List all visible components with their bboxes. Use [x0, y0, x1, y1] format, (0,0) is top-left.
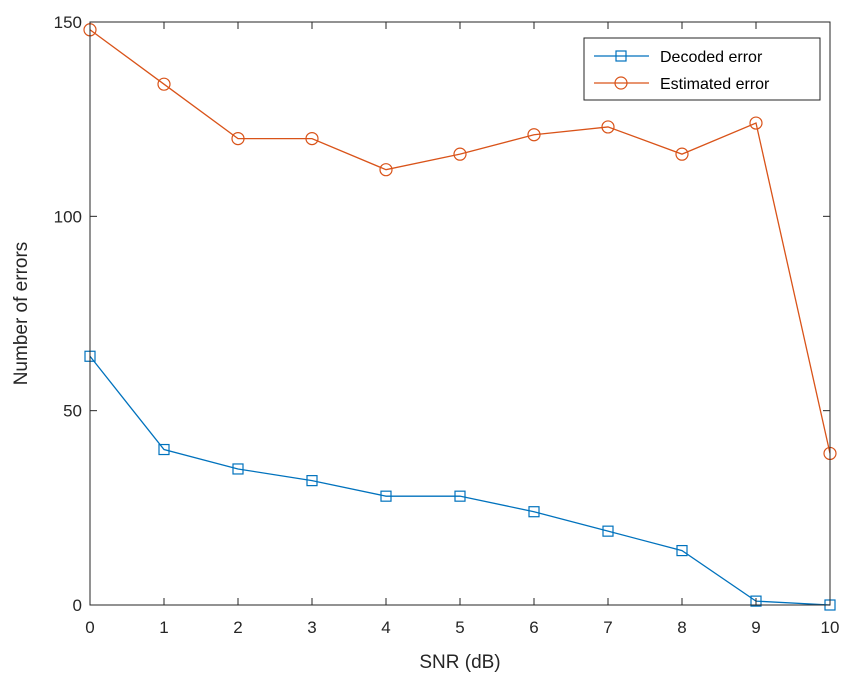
data-point-decoded-error	[454, 490, 466, 502]
legend-marker-square	[615, 50, 627, 62]
legend-item-estimated-error: Estimated error	[594, 76, 770, 93]
x-axis-ticks: 0 1 2 3 4 5 6 7 8 9 10	[85, 22, 839, 637]
data-point-estimated-error	[305, 132, 319, 146]
series-line-decoded-error	[89, 355, 831, 606]
legend-marker-circle	[614, 76, 628, 90]
data-point-estimated-error	[601, 120, 615, 134]
x-tick-label: 10	[821, 618, 840, 637]
data-point-decoded-error	[602, 525, 614, 537]
y-tick-label: 100	[54, 207, 82, 226]
data-point-estimated-error	[453, 147, 467, 161]
data-point-decoded-error	[676, 544, 688, 557]
x-tick-label: 9	[751, 618, 760, 637]
series-line-estimated-error	[89, 29, 831, 454]
series-decoded-error	[84, 350, 836, 611]
plot-frame	[89, 21, 831, 606]
data-point-decoded-error	[380, 490, 392, 502]
x-tick-label: 7	[603, 618, 612, 637]
y-tick-label: 0	[73, 596, 82, 615]
y-tick-label: 150	[54, 13, 82, 32]
legend-item-decoded-error: Decoded error	[594, 49, 763, 66]
legend: Decoded error Estimated error	[583, 37, 821, 101]
y-axis-ticks: 0 50 100 150	[54, 13, 830, 615]
data-point-estimated-error	[157, 77, 171, 91]
data-point-estimated-error	[379, 163, 393, 177]
data-point-decoded-error	[528, 506, 540, 518]
x-tick-label: 8	[677, 618, 686, 637]
x-tick-label: 4	[381, 618, 390, 637]
x-tick-label: 5	[455, 618, 464, 637]
data-point-estimated-error	[675, 147, 689, 161]
data-point-decoded-error	[232, 463, 244, 475]
x-tick-label: 6	[529, 618, 538, 637]
x-tick-label: 2	[233, 618, 242, 637]
data-point-estimated-error	[749, 116, 763, 130]
x-tick-label: 3	[307, 618, 316, 637]
x-tick-label: 1	[159, 618, 168, 637]
data-point-decoded-error	[306, 475, 318, 487]
data-point-estimated-error	[231, 132, 245, 146]
y-axis-title: Number of errors	[11, 242, 32, 386]
x-tick-label: 0	[85, 618, 94, 637]
legend-label-decoded-error: Decoded error	[660, 49, 763, 66]
axes	[89, 21, 831, 606]
y-tick-label: 50	[63, 402, 82, 421]
data-point-decoded-error	[750, 595, 762, 607]
x-axis-title: SNR (dB)	[419, 652, 500, 673]
legend-box	[583, 37, 821, 101]
data-point-estimated-error	[527, 128, 541, 142]
series-layer	[83, 23, 837, 611]
data-point-decoded-error	[158, 443, 170, 456]
legend-label-estimated-error: Estimated error	[660, 76, 770, 93]
